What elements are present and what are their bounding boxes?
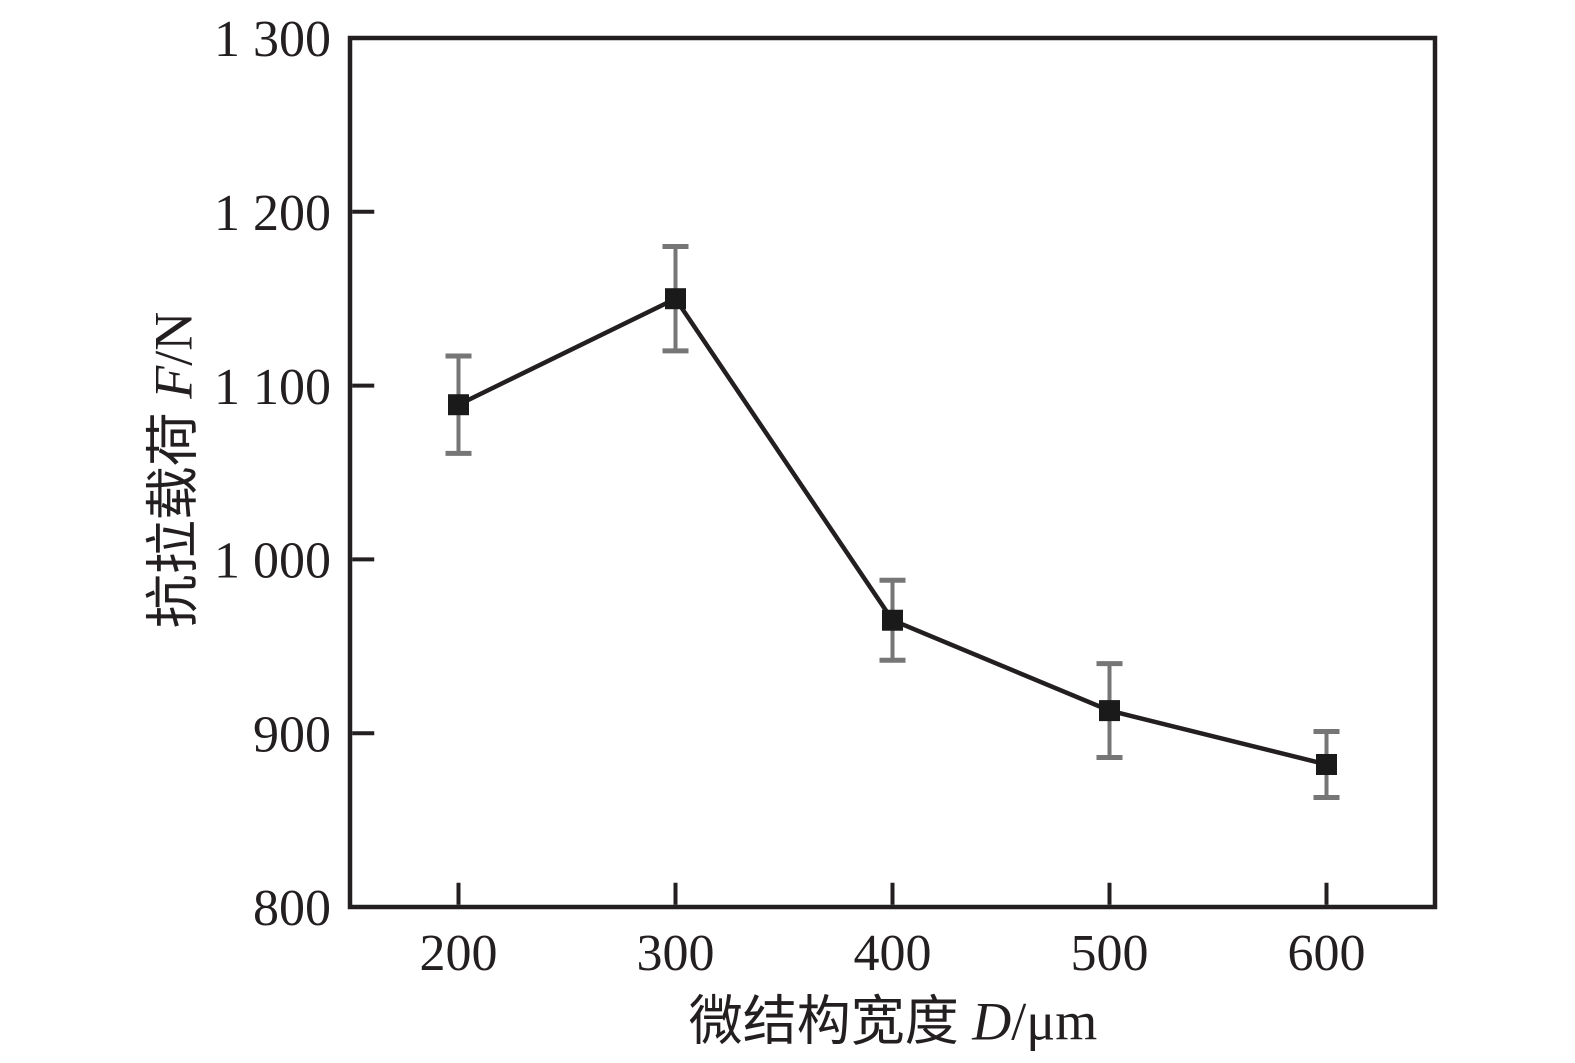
x-axis-title-text: 微结构宽度 [688, 991, 973, 1052]
x-tick-label: 400 [854, 925, 932, 982]
data-point-marker [1099, 700, 1120, 722]
y-tick-label: 800 [253, 880, 331, 937]
y-axis-unit: /N [143, 311, 204, 366]
x-axis-variable: D [972, 991, 1012, 1052]
x-tick-label: 200 [420, 925, 498, 982]
x-tick-label: 300 [637, 925, 715, 982]
y-tick-label: 1 300 [214, 11, 331, 68]
x-axis-title: 微结构宽度 D/μm [689, 977, 1097, 1056]
data-point-marker [1316, 753, 1337, 775]
plot-frame [347, 35, 1438, 910]
y-axis-variable: F [143, 365, 204, 399]
y-tick-label: 1 000 [214, 533, 331, 590]
data-point-marker [665, 288, 686, 310]
y-tick-label: 1 100 [214, 359, 331, 416]
data-point-marker [448, 394, 469, 416]
y-tick-label: 900 [253, 706, 331, 763]
x-tick-label: 500 [1071, 925, 1149, 982]
y-tick-label: 1 200 [214, 185, 331, 242]
y-axis-title: 抗拉载荷 F/N [129, 312, 208, 629]
x-axis-unit: /μm [1011, 991, 1098, 1052]
y-axis-title-text: 抗拉载荷 [143, 398, 204, 629]
series-line [457, 295, 1328, 767]
data-point-marker [882, 609, 903, 631]
x-tick-label: 600 [1288, 925, 1366, 982]
